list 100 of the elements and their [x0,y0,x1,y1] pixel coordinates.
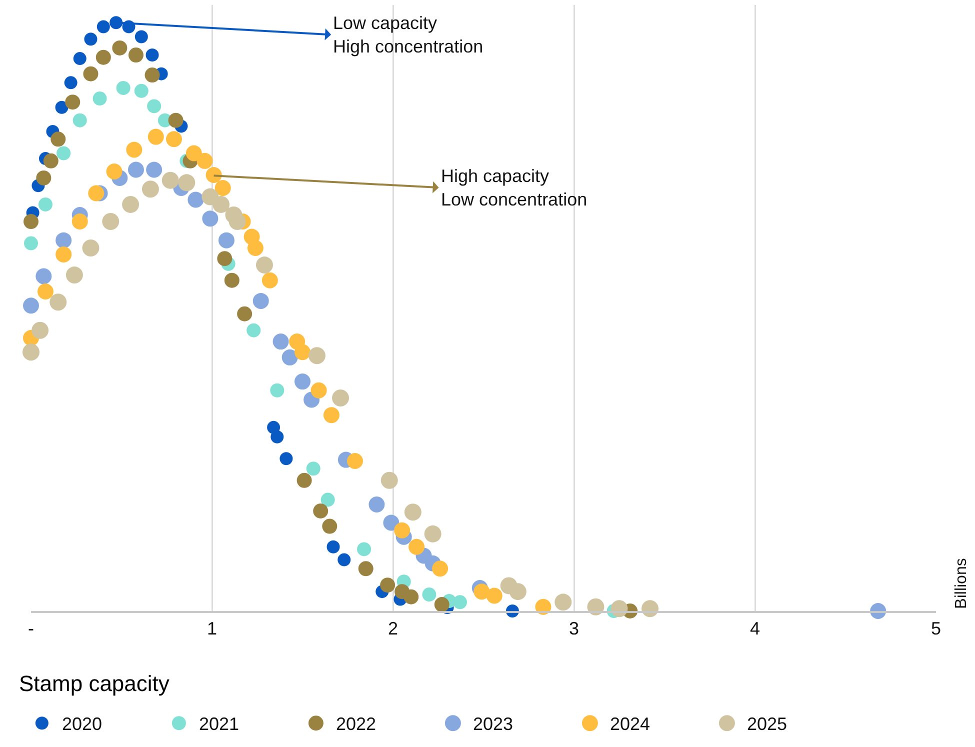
point [73,52,86,66]
point [296,472,312,488]
point [56,246,72,262]
x-axis-title: Stamp capacity [19,671,170,696]
legend-label: 2025 [746,714,787,734]
point [188,192,204,208]
point [38,197,52,212]
point [217,251,232,266]
point [224,272,240,288]
point [88,185,104,202]
point [22,344,40,361]
point [50,132,66,147]
point [122,196,140,213]
point [168,112,184,128]
legend-label: 2021 [198,714,239,734]
point [306,462,320,476]
point [452,595,467,610]
point [432,560,448,577]
point [36,170,52,186]
point [110,16,123,30]
x-tick-label: - [28,618,34,639]
point [338,553,351,566]
point [270,430,284,444]
point [237,306,252,322]
point [394,522,410,538]
point [96,20,110,34]
point [272,334,289,350]
point [55,100,68,114]
point [322,518,338,534]
point [134,30,148,44]
point [434,597,450,612]
point [332,390,350,407]
point [24,236,38,250]
point [262,272,278,288]
point [206,167,222,184]
point [128,48,144,63]
x-tick-label: 5 [930,618,942,639]
point [313,503,328,518]
annotation: Low capacity High concentration [333,13,484,56]
point [178,174,196,192]
point [126,142,142,158]
point [162,172,179,189]
point [380,578,396,593]
x-tick-label: 4 [750,618,760,639]
point [408,538,425,555]
point [24,214,38,230]
point [252,292,269,309]
legend-label: 2023 [472,714,513,734]
x-tick-label: 3 [568,618,580,639]
point [116,80,130,95]
point [196,152,213,169]
point [82,239,100,256]
point [128,162,144,178]
point [358,561,374,576]
point [202,210,218,227]
point [66,266,83,284]
annotation: High capacity Low concentration [441,166,588,210]
point [96,50,111,65]
point [142,180,159,198]
point [256,256,273,274]
point [310,382,327,398]
point [83,66,98,82]
point [214,180,231,196]
point [424,525,442,542]
point [146,162,162,178]
point [166,131,182,148]
point [144,68,160,83]
point [56,146,71,160]
point [422,588,436,602]
point [228,213,246,230]
point [134,84,148,98]
point [509,583,526,600]
point [247,240,264,256]
point [72,214,88,230]
x-tick-label: 2 [388,618,398,639]
text: Billions [952,558,970,609]
point [56,232,72,248]
point [32,322,49,339]
legend-label: 2020 [62,714,102,734]
point [50,294,67,311]
point [368,496,385,513]
point [486,588,502,604]
point [212,196,230,213]
legend-label: 2022 [336,714,376,734]
point [147,99,162,114]
point [270,383,284,398]
point [246,323,261,338]
legend-label: 2024 [610,714,650,734]
point [308,347,326,364]
point [146,48,159,62]
point [186,145,202,162]
point [294,344,310,360]
point [323,407,340,424]
point [92,92,107,106]
point [72,113,87,128]
point [380,472,398,489]
point [218,232,234,248]
point [282,349,298,366]
point [37,284,54,300]
point [102,213,120,230]
